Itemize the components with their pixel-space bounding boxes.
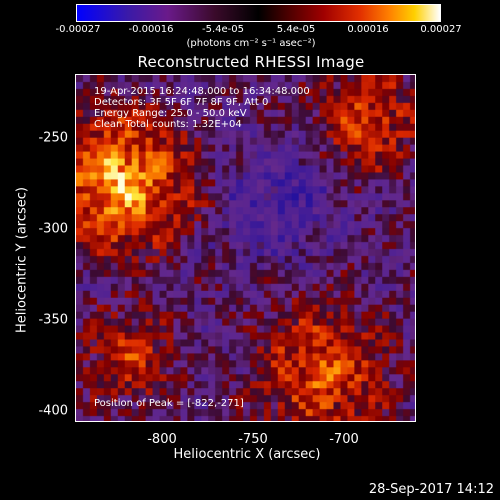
y-tick-label: -400 <box>38 403 68 419</box>
colorbar-tick-label: -0.00016 <box>128 24 174 35</box>
colorbar-tick-label: 0.00016 <box>347 24 389 35</box>
y-tick-label: -350 <box>38 312 68 328</box>
x-tick-label: -750 <box>238 432 268 447</box>
colorbar-tick-label: 5.4e-05 <box>276 24 316 35</box>
image-plot-area <box>75 74 416 422</box>
peak-position: Position of Peak = [-822,-271] <box>94 398 244 409</box>
y-axis-label: Heliocentric Y (arcsec) <box>14 187 30 333</box>
info-total-counts: Clean Total counts: 1.32E+04 <box>94 119 242 130</box>
y-tick-label: -250 <box>38 130 68 146</box>
colorbar-tick-label: 0.00027 <box>420 24 462 35</box>
info-time-range: 19-Apr-2015 16:24:48.000 to 16:34:48.000 <box>94 86 310 97</box>
colorbar-tick-label: -5.4e-05 <box>202 24 244 35</box>
timestamp: 28-Sep-2017 14:12 <box>368 482 494 497</box>
x-tick-label: -800 <box>147 432 177 447</box>
colorbar <box>76 4 441 22</box>
colorbar-tick-label: -0.00027 <box>55 24 101 35</box>
colorbar-units: (photons cm⁻² s⁻¹ asec⁻²) <box>186 38 316 49</box>
x-tick-label: -700 <box>329 432 359 447</box>
x-axis-label: Heliocentric X (arcsec) <box>173 447 321 462</box>
info-detectors: Detectors: 3F 5F 6F 7F 8F 9F, Att 0 <box>94 97 269 108</box>
plot-title: Reconstructed RHESSI Image <box>137 53 365 71</box>
rhessi-image <box>76 75 415 421</box>
info-energy-range: Energy Range: 25.0 - 50.0 keV <box>94 108 247 119</box>
y-tick-label: -300 <box>38 221 68 237</box>
